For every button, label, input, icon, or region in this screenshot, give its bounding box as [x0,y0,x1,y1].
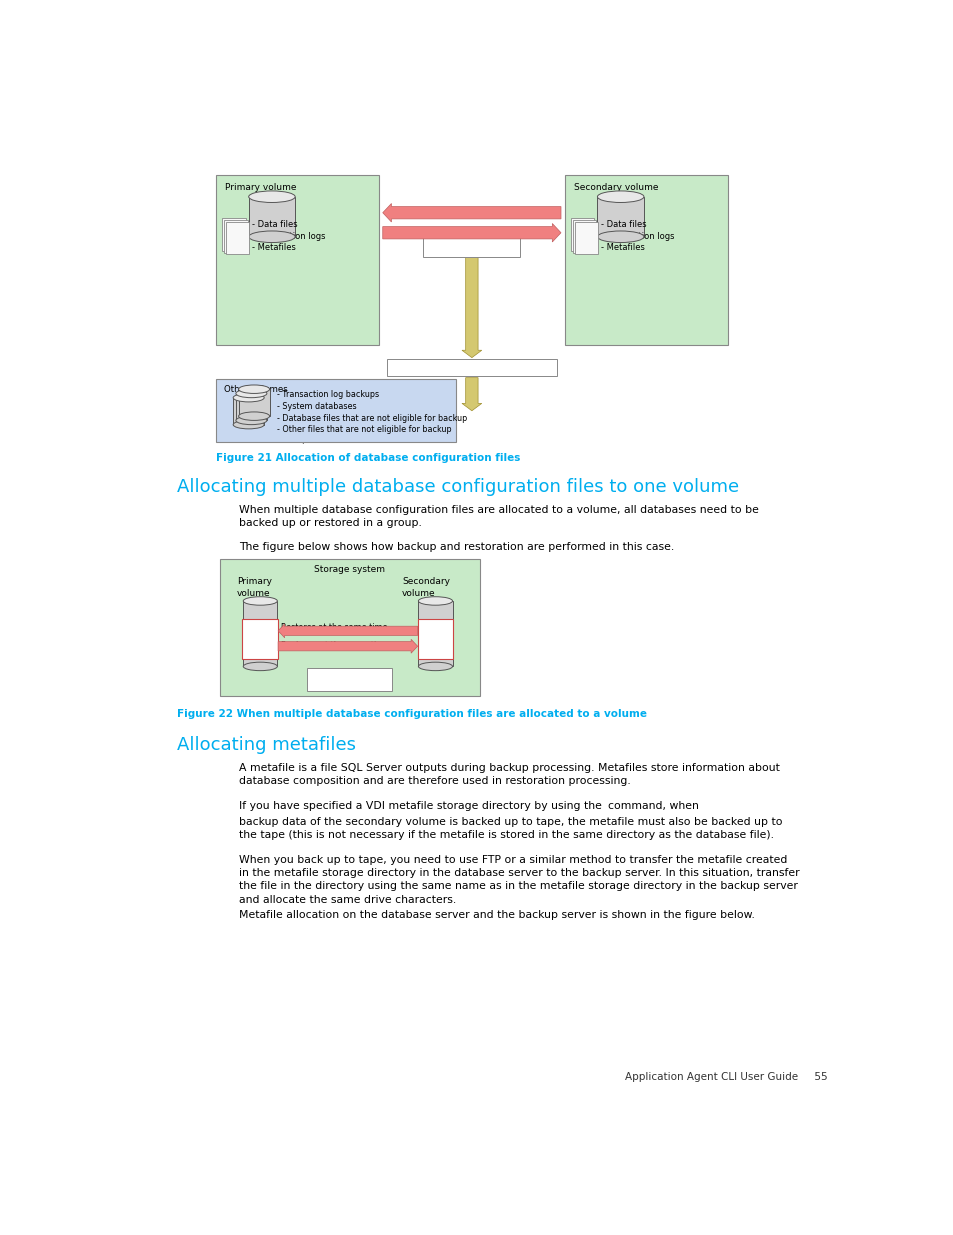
Text: If you have specified a VDI metafile storage directory by using the: If you have specified a VDI metafile sto… [239,802,601,811]
Polygon shape [278,624,417,637]
Ellipse shape [233,420,264,429]
Polygon shape [278,640,417,653]
Text: When you back up to tape, you need to use FTP or a similar method to transfer th: When you back up to tape, you need to us… [239,855,800,905]
Text: - DB1
- DB2: - DB1 - DB2 [421,624,446,643]
Text: backup data of the secondary volume is backed up to tape, the metafile must also: backup data of the secondary volume is b… [239,816,782,840]
Text: - Data files
- Transaction logs
- Metafiles: - Data files - Transaction logs - Metafi… [252,220,325,252]
Ellipse shape [597,191,643,203]
Text: Other volumes: Other volumes [224,384,287,394]
Bar [242,619,278,658]
Ellipse shape [235,389,267,398]
Ellipse shape [249,191,294,203]
Text: Backs up at the same time: Backs up at the same time [281,641,389,650]
Text: The figure below shows how backup and restoration are performed in this case.: The figure below shows how backup and re… [239,542,674,552]
Bar [573,220,596,252]
Bar [575,222,598,254]
Text: Restores at the same time: Restores at the same time [281,624,387,632]
Ellipse shape [418,597,452,605]
Text: - DB1
- DB2: - DB1 - DB2 [246,624,271,643]
Polygon shape [461,378,481,411]
Bar [571,219,594,251]
Ellipse shape [243,662,277,671]
Bar [222,219,245,251]
Ellipse shape [235,416,267,425]
Text: Primary volume: Primary volume [225,183,296,191]
Text: Volume replication
function: Volume replication function [432,238,511,259]
Bar [226,222,249,254]
Bar [418,601,452,667]
Text: Figure 22 When multiple database configuration files are allocated to a volume: Figure 22 When multiple database configu… [177,709,647,719]
Ellipse shape [233,394,264,401]
Text: A metafile is a file SQL Server outputs during backup processing. Metafiles stor: A metafile is a file SQL Server outputs … [239,763,780,785]
Text: Figure 21 Allocation of database configuration files: Figure 21 Allocation of database configu… [216,453,520,463]
Text: Allocating metafiles: Allocating metafiles [177,736,356,753]
Ellipse shape [238,385,270,394]
Text: Allocating multiple database configuration files to one volume: Allocating multiple database configurati… [177,478,739,495]
Bar [216,379,456,442]
Ellipse shape [243,597,277,605]
Text: Metafile allocation on the database server and the backup server is shown in the: Metafile allocation on the database serv… [239,910,755,920]
Bar [243,601,277,667]
Bar [249,196,294,237]
Polygon shape [382,204,560,222]
Polygon shape [382,224,560,242]
Ellipse shape [249,231,294,242]
Bar [238,389,270,416]
Bar [417,619,453,658]
Text: When multiple database configuration files are allocated to a volume, all databa: When multiple database configuration fil… [239,505,759,527]
Text: Secondary
volume: Secondary volume [402,577,450,598]
Bar [386,359,557,377]
Bar [216,175,378,345]
Bar [224,220,247,252]
Text: - Data files
- Transaction logs
- Metafiles: - Data files - Transaction logs - Metafi… [599,220,674,252]
Bar [597,196,643,237]
Ellipse shape [597,231,643,242]
Text: Primary
volume: Primary volume [236,577,272,598]
Ellipse shape [418,662,452,671]
Text: - Transaction log backups
- System databases
- Database files that are not eligi: - Transaction log backups - System datab… [276,390,466,458]
Text: Secondary volume: Secondary volume [574,183,658,191]
Text: The transaction log backup functionality: The transaction log backup functionality [387,362,557,370]
Ellipse shape [238,412,270,420]
Text: Storage system: Storage system [314,564,385,574]
Bar [220,558,479,695]
Bar [564,175,727,345]
Text: command, when: command, when [607,802,698,811]
Polygon shape [461,254,481,358]
Bar [423,236,519,257]
Bar [233,398,264,425]
Bar [235,394,267,420]
Bar [307,668,392,692]
Text: Application Agent CLI User Guide     55: Application Agent CLI User Guide 55 [624,1072,827,1082]
Text: Volume replication
function: Volume replication function [310,671,389,692]
